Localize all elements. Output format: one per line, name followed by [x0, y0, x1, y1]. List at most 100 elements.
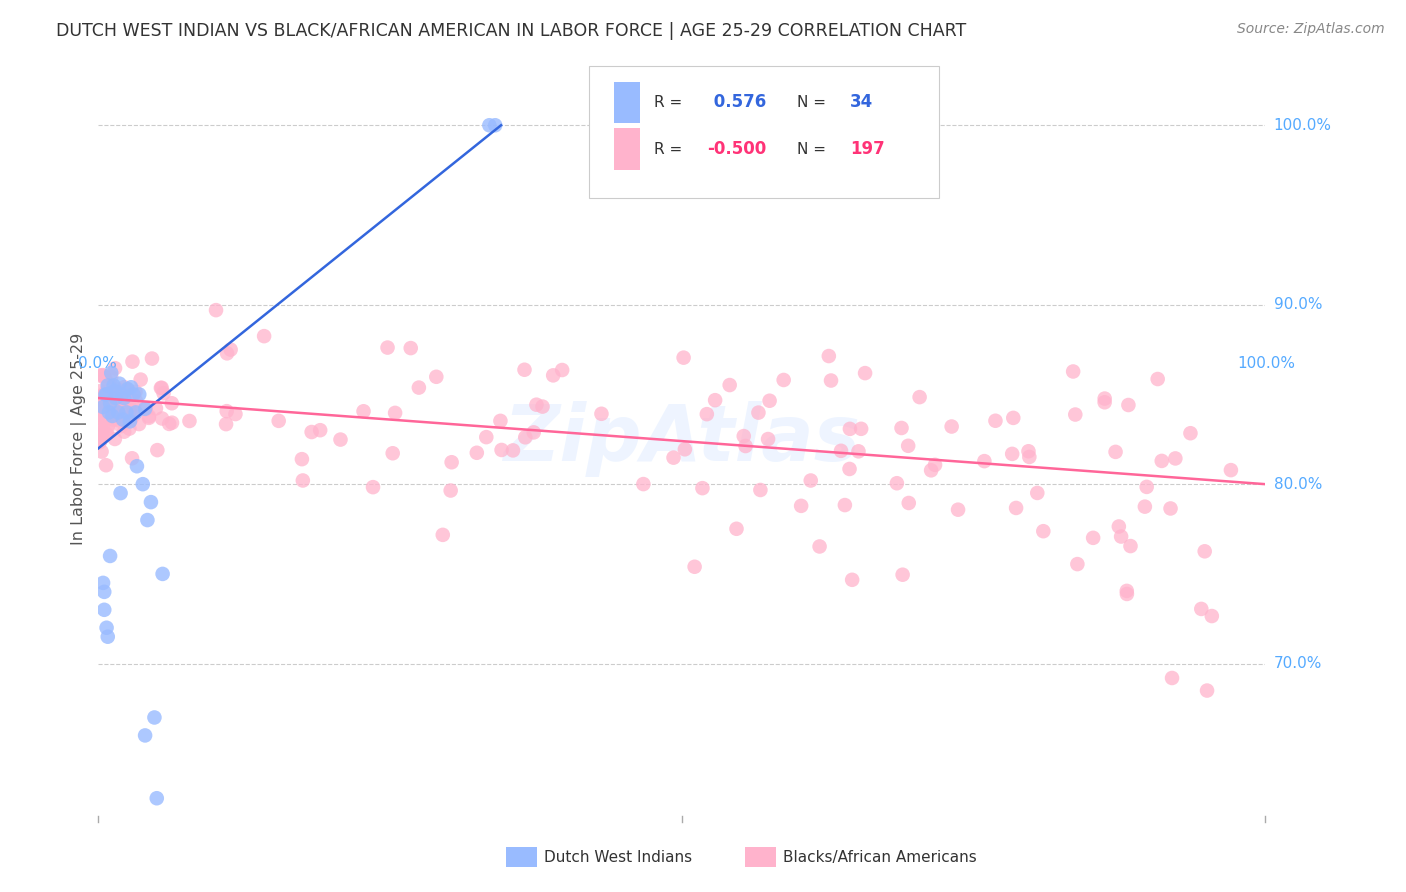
Point — [118, 403, 141, 417]
Point — [104, 384, 127, 398]
Point — [531, 400, 554, 414]
Point — [89, 394, 111, 409]
Point — [591, 407, 613, 421]
Point — [491, 442, 513, 457]
Point — [478, 118, 501, 132]
Point — [94, 371, 117, 385]
Point — [1160, 501, 1182, 516]
Point — [526, 398, 548, 412]
Point — [673, 442, 696, 457]
Point — [984, 414, 1007, 428]
Point — [1005, 500, 1028, 515]
Point — [122, 409, 145, 423]
Point — [150, 411, 173, 425]
Point — [838, 422, 860, 436]
Point — [1133, 500, 1156, 514]
Point — [112, 425, 135, 439]
Point — [104, 361, 127, 376]
Point — [128, 417, 150, 431]
Point — [157, 417, 180, 431]
Point — [138, 409, 160, 424]
Point — [484, 118, 506, 132]
Point — [1116, 587, 1139, 601]
Point — [91, 368, 114, 383]
Point — [267, 414, 290, 428]
Point — [98, 549, 121, 563]
Point — [146, 443, 169, 458]
Point — [104, 432, 127, 446]
Point — [89, 432, 111, 446]
Text: 100.0%: 100.0% — [1237, 356, 1295, 371]
Text: DUTCH WEST INDIAN VS BLACK/AFRICAN AMERICAN IN LABOR FORCE | AGE 25-29 CORRELATI: DUTCH WEST INDIAN VS BLACK/AFRICAN AMERI… — [56, 22, 966, 40]
Point — [145, 401, 167, 416]
Point — [475, 430, 498, 444]
Point — [91, 395, 114, 409]
Point — [91, 398, 114, 412]
Point — [97, 378, 120, 392]
Point — [756, 432, 779, 446]
Point — [838, 462, 860, 476]
Point — [100, 396, 122, 410]
Point — [408, 381, 430, 395]
Point — [103, 378, 125, 392]
Point — [160, 396, 183, 410]
Point — [107, 413, 129, 427]
Point — [1108, 519, 1130, 533]
Point — [103, 412, 125, 426]
Point — [98, 400, 121, 414]
Point — [93, 368, 115, 383]
Text: N =: N = — [797, 95, 831, 110]
Point — [215, 417, 238, 431]
Point — [136, 513, 159, 527]
Point — [704, 393, 727, 408]
Point — [91, 575, 114, 590]
Point — [103, 393, 125, 408]
Point — [425, 369, 447, 384]
Point — [489, 414, 512, 428]
Point — [772, 373, 794, 387]
Point — [513, 363, 536, 377]
Point — [93, 585, 115, 599]
Point — [399, 341, 422, 355]
Point — [91, 425, 114, 440]
Point — [89, 402, 111, 417]
Point — [146, 791, 169, 805]
Point — [118, 400, 141, 414]
Point — [93, 409, 115, 424]
Text: Dutch West Indians: Dutch West Indians — [544, 850, 692, 864]
Point — [309, 423, 332, 437]
Point — [800, 474, 823, 488]
Point — [683, 559, 706, 574]
Point — [1219, 463, 1241, 477]
Point — [1062, 364, 1084, 378]
Point — [152, 566, 174, 581]
Point — [134, 401, 156, 416]
Point — [160, 416, 183, 430]
Point — [97, 630, 120, 644]
Point — [1164, 451, 1187, 466]
Point — [692, 481, 714, 495]
Point — [97, 405, 120, 419]
Point — [1094, 392, 1116, 406]
Point — [89, 384, 111, 399]
Point — [115, 405, 138, 419]
Text: 90.0%: 90.0% — [1274, 297, 1322, 312]
Point — [98, 396, 121, 410]
Point — [834, 498, 856, 512]
Point — [138, 410, 160, 425]
Point — [1017, 444, 1039, 458]
Point — [125, 459, 148, 474]
Text: ZipAtlas: ZipAtlas — [503, 401, 860, 477]
Point — [1032, 524, 1054, 539]
Y-axis label: In Labor Force | Age 25-29: In Labor Force | Age 25-29 — [72, 334, 87, 545]
Point — [91, 402, 114, 417]
Point — [118, 421, 141, 435]
Point — [91, 400, 114, 414]
Point — [94, 409, 117, 423]
Point — [117, 383, 139, 397]
Point — [89, 435, 111, 450]
Point — [90, 389, 112, 403]
Point — [89, 394, 111, 409]
Point — [111, 395, 134, 409]
Point — [291, 474, 314, 488]
